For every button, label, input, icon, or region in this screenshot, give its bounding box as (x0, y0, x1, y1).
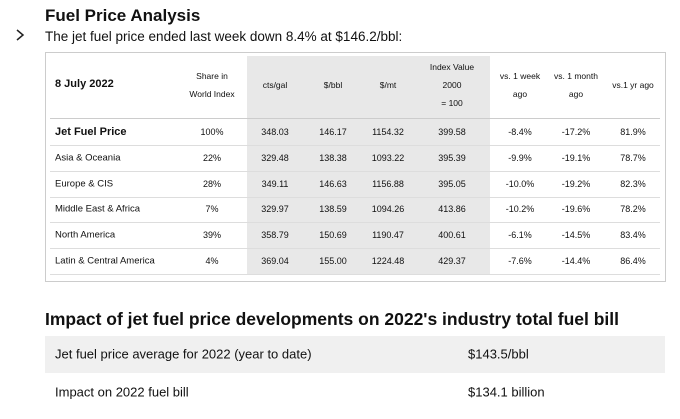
cell: -8.4% (508, 127, 532, 137)
row-divider (50, 170, 660, 172)
column-header: vs. 1 month (554, 71, 598, 81)
cell: -10.2% (505, 204, 535, 215)
impact-label: Jet fuel price average for 2022 (year to… (55, 346, 312, 362)
cell: 146.17 (319, 127, 347, 137)
impact-value: $143.5/bbl (468, 346, 529, 362)
cell: 1093.22 (371, 152, 405, 163)
cell: -14.4% (561, 256, 591, 266)
column-header: cts/gal (262, 80, 288, 90)
cell: -17.2% (561, 127, 591, 137)
cell: 7% (205, 204, 219, 215)
row-label: Europe & CIS (55, 178, 114, 190)
cell: 39% (202, 230, 222, 241)
cell: 138.38 (319, 152, 347, 163)
column-header: ago (512, 89, 528, 99)
column-header: Index Value (429, 62, 475, 72)
column-header: $/bbl (323, 80, 343, 90)
cell: 78.2% (620, 204, 646, 215)
cell: 82.3% (620, 178, 646, 189)
cell: 1154.32 (372, 127, 404, 137)
column-header: = 100 (441, 98, 463, 108)
column-header: vs.1 yr ago (612, 80, 654, 90)
cell: 100% (200, 127, 224, 137)
column-header: $/mt (379, 80, 397, 90)
cell: -6.1% (508, 230, 532, 241)
cell: 78.7% (620, 152, 646, 163)
impact-title: Impact of jet fuel price developments on… (45, 309, 620, 329)
cell: 1094.26 (371, 204, 405, 215)
cell: 329.97 (261, 204, 289, 215)
row-background (45, 336, 665, 373)
row-divider (50, 222, 660, 224)
cell: 1224.48 (371, 256, 405, 266)
cell: 348.03 (261, 127, 289, 137)
cell: 413.86 (438, 204, 466, 215)
title: Fuel Price Analysis (45, 6, 201, 25)
impact-label: Impact on 2022 fuel bill (55, 384, 189, 400)
cell: -9.9% (508, 152, 532, 163)
row-label: Jet Fuel Price (55, 126, 127, 138)
column-header: ago (568, 89, 584, 99)
row-divider (50, 248, 660, 250)
cell: 83.4% (620, 230, 646, 241)
cell: 4% (205, 256, 219, 266)
impact-value: $134.1 billion (468, 384, 545, 400)
column-header: World Index (189, 89, 235, 99)
subtitle: The jet fuel price ended last week down … (45, 29, 403, 44)
cell: 399.58 (438, 127, 466, 137)
column-header: Share in (196, 71, 228, 81)
cell: 150.69 (319, 230, 347, 241)
row-divider (50, 145, 660, 146)
cell: 1190.47 (372, 230, 404, 241)
cell: -19.2% (561, 178, 591, 189)
row-label: North America (55, 229, 116, 241)
cell: -7.6% (508, 256, 532, 266)
row-label: Latin & Central America (55, 255, 155, 267)
cell: -19.1% (561, 152, 591, 163)
column-header: vs. 1 week (499, 71, 541, 81)
row-divider (50, 196, 660, 198)
cell: 395.05 (438, 178, 466, 189)
row-divider (50, 274, 660, 275)
cell: 429.37 (438, 256, 466, 266)
column-header: 2000 (442, 80, 462, 90)
row-label: Asia & Oceania (55, 152, 121, 164)
chevron-icon[interactable] (14, 28, 26, 42)
row-label: Middle East & Africa (55, 203, 141, 215)
table-frame (45, 52, 666, 282)
column-header: 8 July 2022 (55, 78, 114, 90)
cell: 138.59 (319, 204, 347, 215)
cell: 1156.88 (372, 178, 404, 189)
cell: 329.48 (261, 152, 289, 163)
cell: -19.6% (561, 204, 591, 215)
cell: 81.9% (620, 127, 646, 137)
cell: 358.79 (261, 230, 289, 241)
cell: 349.11 (261, 178, 289, 189)
cell: 86.4% (620, 256, 646, 266)
cell: 22% (202, 152, 222, 163)
cell: 155.00 (319, 256, 347, 266)
cell: 400.61 (438, 230, 466, 241)
shaded-columns (247, 56, 490, 275)
cell: 146.63 (319, 178, 347, 189)
header-divider (50, 118, 660, 119)
cell: -14.5% (561, 230, 591, 241)
cell: 395.39 (438, 152, 466, 163)
cell: 369.04 (261, 256, 289, 266)
cell: 28% (202, 178, 222, 189)
cell: -10.0% (505, 178, 535, 189)
